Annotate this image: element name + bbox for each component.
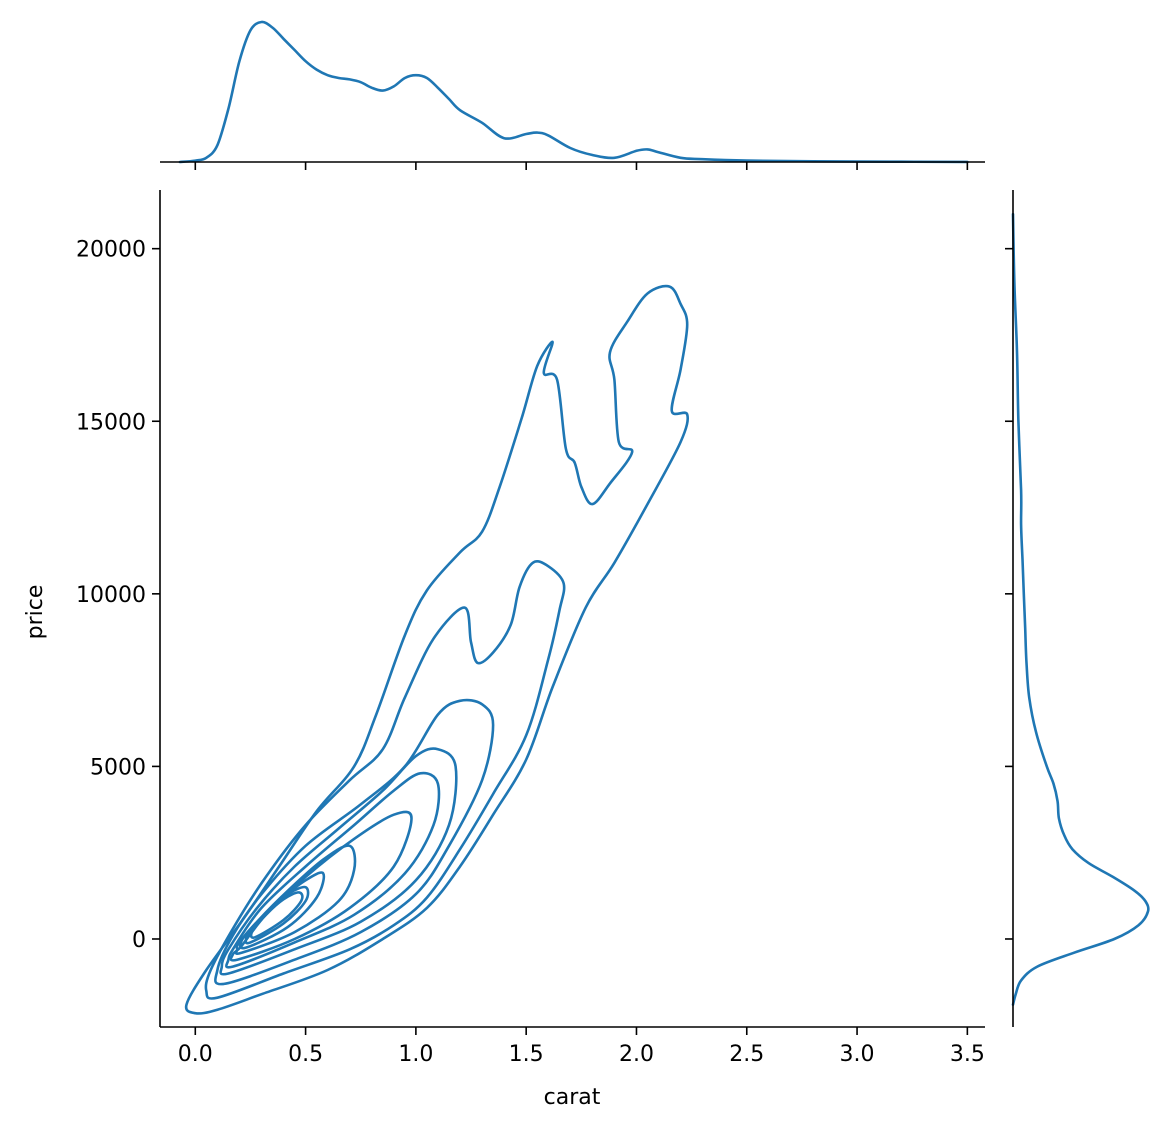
x-tick-label: 1.5 [509, 1042, 544, 1067]
x-tick-label: 0.0 [178, 1042, 213, 1067]
marginal-y-panel [1005, 190, 1150, 1027]
y-tick-label: 10000 [76, 583, 146, 608]
y-axis-ticks: 0 5000 10000 15000 20000 [76, 238, 160, 953]
x-tick-label: 2.0 [619, 1042, 654, 1067]
x-axis-title: carat [544, 1085, 601, 1110]
marginal-x-panel [160, 20, 985, 170]
x-tick-label: 3.5 [950, 1042, 985, 1067]
kde-contour-level-10 [249, 891, 304, 939]
kde-contour-level-7 [234, 844, 357, 956]
kde-contour-level-8 [239, 871, 326, 950]
kde-contour-level-4 [219, 747, 458, 976]
marginal-y-density-line [1011, 212, 1150, 1006]
marginal-x-ticks [194, 162, 969, 170]
x-tick-label: 0.5 [288, 1042, 323, 1067]
y-tick-label: 5000 [90, 755, 146, 780]
x-tick-label: 2.5 [729, 1042, 764, 1067]
joint-panel: 0.0 0.5 1.0 1.5 2.0 2.5 3.0 3.5 0 5000 10000 15000… [23, 190, 985, 1110]
kde-contour-level-3 [214, 698, 495, 986]
marginal-y-ticks [1005, 247, 1013, 940]
y-tick-label: 15000 [76, 410, 146, 435]
marginal-x-density-line [178, 20, 969, 164]
x-axis-ticks: 0.0 0.5 1.0 1.5 2.0 2.5 3.0 3.5 [178, 1027, 985, 1067]
kde-contour-level-2 [204, 560, 566, 1000]
kde-contour-level-5 [225, 771, 441, 969]
kde-contour-level-1 [184, 284, 690, 1015]
kde-contour-level-9 [244, 885, 310, 945]
x-tick-label: 1.0 [398, 1042, 433, 1067]
y-tick-label: 20000 [76, 238, 146, 263]
kde-contours [184, 284, 690, 1015]
y-tick-label: 0 [132, 928, 146, 953]
x-tick-label: 3.0 [840, 1042, 875, 1067]
y-axis-title: price [23, 585, 48, 640]
